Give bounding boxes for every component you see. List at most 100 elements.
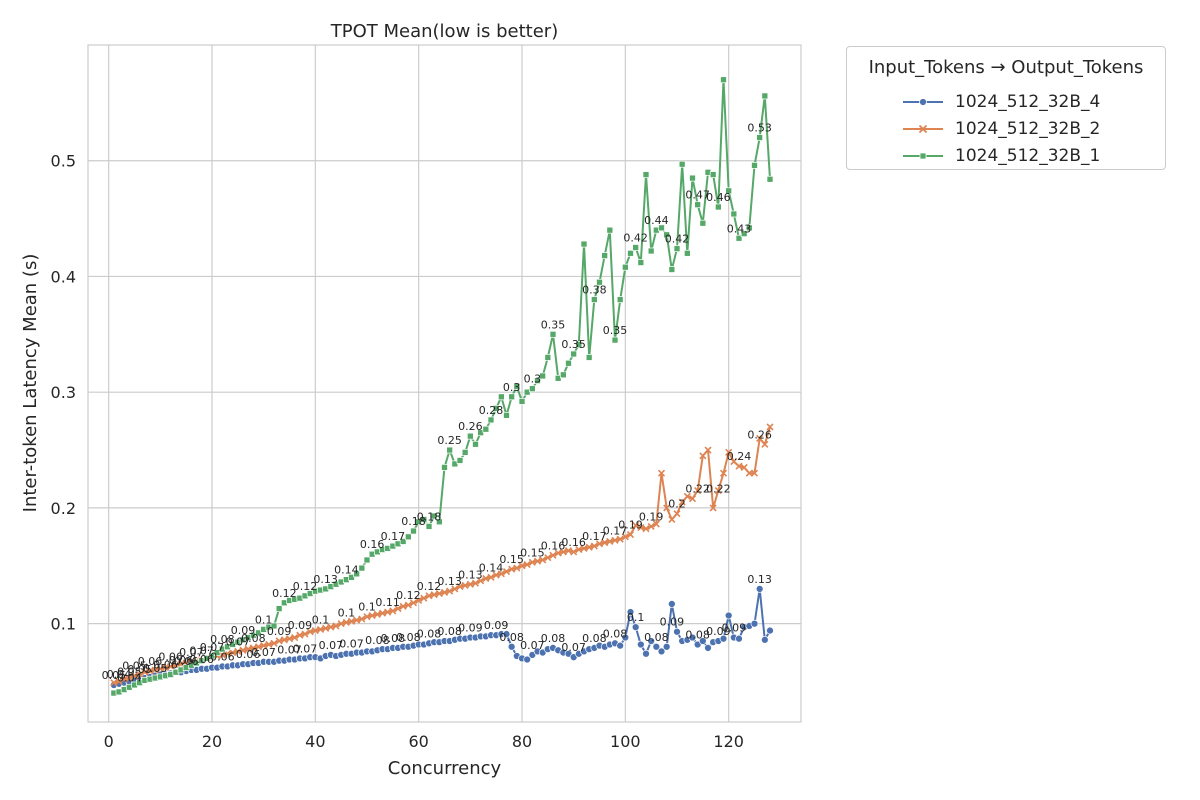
data-point [368,611,376,620]
data-point [694,201,702,209]
data-point [389,607,397,615]
chart-title: TPOT Mean(low is better) [330,21,558,42]
data-label: 0.13 [747,573,772,586]
data-point [642,171,650,178]
data-point [446,587,454,595]
data-point [766,175,774,183]
data-label: 0.07 [251,646,276,659]
data-point [735,234,743,242]
data-point [497,393,505,401]
data-label: 0.22 [685,483,710,496]
data-label: 0.11 [375,596,400,609]
legend: Input_Tokens → Output_Tokens 1024_512_32… [846,46,1166,170]
data-point [239,646,247,654]
data-label: 0.09 [231,624,256,637]
data-point [440,588,449,596]
data-point [761,92,769,100]
data-point [492,571,500,579]
data-point [358,564,366,572]
data-point [601,252,609,259]
data-label: 0.05 [143,662,168,675]
data-label: 0.08 [437,625,462,638]
data-point [502,630,511,638]
data-point [507,642,516,651]
data-label: 0.08 [603,627,628,640]
data-point [621,533,629,541]
data-point [270,639,278,647]
data-label: 0.07 [179,646,204,659]
data-label: 0.09 [288,619,313,632]
x-tick-label: 80 [512,732,532,751]
data-label: 0.2 [668,498,686,511]
data-point [409,599,418,607]
data-point [709,171,717,178]
data-label: 0.15 [520,546,545,559]
data-point [363,613,371,621]
data-label: 0.07 [293,642,318,655]
data-point [539,372,547,380]
data-point [596,278,603,286]
data-label: 0.04 [117,671,142,684]
legend-item-series-3: 1024_512_32B_1 [903,143,1100,169]
data-point [585,543,593,551]
data-label: 0.09 [722,622,747,635]
data-point [285,635,294,643]
data-label: 0.16 [541,539,566,552]
data-label-layer: 0.050.040.050.05 0.060.060.060.06 0.060.07… [102,122,772,685]
data-point [167,662,175,671]
data-point [658,224,665,232]
data-label: 0.1 [255,613,273,626]
data-point [694,486,702,495]
x-tick-label: 20 [202,732,222,751]
data-point [751,162,758,169]
data-point [471,579,480,587]
data-point [756,434,764,443]
legend-label-series-3: 1024_512_32B_1 [955,146,1101,166]
data-point [585,354,593,361]
data-point [404,601,412,609]
data-point [420,594,428,602]
data-point [301,630,309,638]
data-point [657,647,666,656]
data-point [528,558,536,566]
plot-background [88,45,801,722]
data-label: 0.09 [267,625,292,638]
data-point [544,554,552,562]
data-point [316,625,325,633]
data-point [472,440,479,448]
data-point [631,623,640,631]
data-point [425,592,433,600]
data-label: 0.38 [582,284,607,297]
data-point [399,602,407,610]
data-label: 0.05 [127,663,152,676]
data-point [740,463,748,471]
data-point [688,633,697,642]
data-point [595,540,604,548]
data-point [688,495,697,503]
data-point [503,411,510,419]
data-label: 0.09 [706,625,731,638]
data-point [606,537,614,546]
data-label: 0.24 [727,450,752,463]
data-point [549,330,557,338]
data-point [766,423,774,431]
data-point [616,641,625,650]
data-point [667,600,676,608]
data-label: 0.3 [503,381,521,394]
data-point [358,615,366,623]
legend-title: Input_Tokens → Output_Tokens [868,57,1144,78]
data-label: 0.06 [210,650,235,663]
data-point [161,664,170,672]
data-point [461,581,469,590]
series-layer [109,76,774,697]
data-label: 0.12 [272,587,297,600]
data-label: 0.12 [417,580,442,593]
data-point [265,640,273,649]
data-point [689,174,696,182]
data-label: 0.16 [360,538,385,551]
data-point [544,354,552,361]
data-point [497,570,505,578]
data-label: 0.08 [685,628,710,641]
data-point [626,530,635,539]
data-point [255,629,262,637]
